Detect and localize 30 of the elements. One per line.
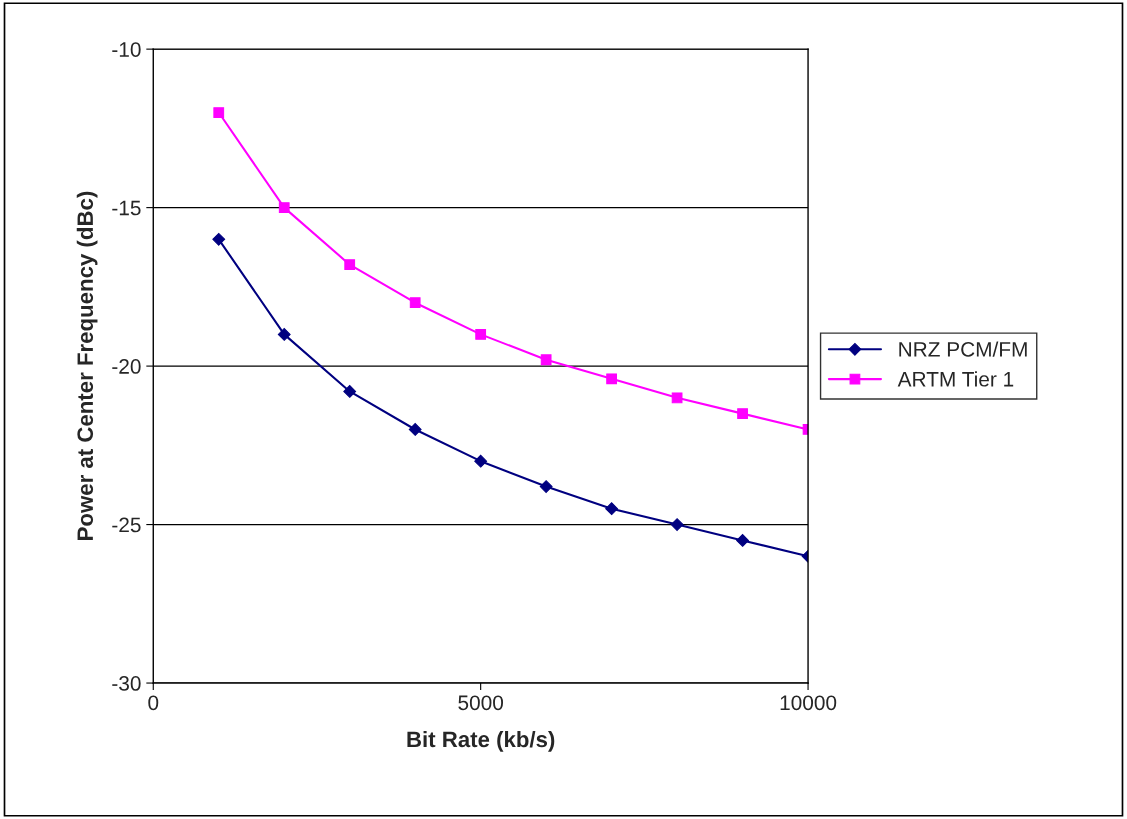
y-tick-label: -15 (112, 200, 141, 216)
point (278, 202, 290, 213)
x-tick-label: 0 (148, 695, 159, 711)
y-tick-label: -25 (112, 517, 141, 533)
point (605, 502, 619, 516)
point (212, 232, 226, 246)
y-tick-label: -30 (112, 676, 141, 691)
point (606, 373, 617, 385)
x-axis-title: Bit Rate (kb/s) (407, 730, 555, 752)
point (671, 392, 683, 404)
point (344, 259, 356, 271)
point (277, 327, 291, 341)
point (737, 408, 748, 420)
point (408, 423, 422, 436)
legend-label: NRZ PCM/FM (899, 341, 1027, 357)
point (736, 534, 749, 547)
point (409, 297, 421, 309)
point (540, 354, 552, 366)
point (343, 385, 357, 398)
x-tick-label: 5000 (458, 695, 504, 711)
x-tick-label: 10000 (780, 695, 837, 711)
y-tick-label: -20 (112, 359, 141, 374)
y-axis-title: Power at Center Frequency (dBc) (76, 191, 98, 540)
legend-label: ARTM Tier 1 (897, 371, 1014, 387)
y-tick-label: -10 (112, 42, 141, 57)
point (213, 107, 225, 118)
point (670, 518, 684, 531)
point (475, 329, 487, 340)
point (539, 480, 553, 493)
point (474, 454, 488, 468)
